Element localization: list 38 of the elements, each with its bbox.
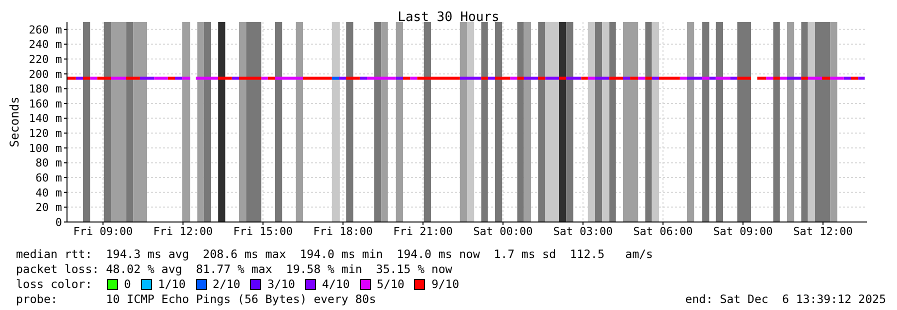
legend-label: 0 [124, 277, 131, 292]
y-tick-label: 100 m [28, 142, 62, 155]
text: probe: 10 ICMP Echo Pings (56 Bytes) every 80s [16, 292, 376, 307]
y-tick-label: 120 m [28, 127, 62, 140]
legend-label: 9/10 [431, 277, 460, 292]
y-tick-label: 220 m [28, 52, 62, 66]
y-tick-label: 180 m [28, 82, 62, 96]
legend-label: 4/10 [322, 277, 350, 292]
text: end: Sat Dec 6 13:39:12 2025 [685, 292, 886, 307]
y-tick-label: 40 m [36, 186, 62, 200]
y-tick-label: 60 m [36, 171, 62, 184]
y-tick-label: 160 m [28, 97, 62, 110]
text: packet loss: 48.02 % avg 81.77 % max 19.58 % min 35.15 % now [16, 262, 454, 277]
x-tick-label: Fri 15:00 [233, 224, 293, 238]
x-tick-label: Fri 09:00 [73, 224, 133, 238]
legend-title: loss color: [16, 277, 94, 292]
y-tick-label: 0 [55, 216, 62, 229]
x-tick-label: Sat 12:00 [793, 224, 853, 238]
x-tick-label: Sat 00:00 [473, 224, 533, 238]
text: median rtt: 194.3 ms avg 208.6 ms max 194.0 ms min 194.0 ms now 1.7 ms sd 112.5 am/s [16, 247, 654, 262]
chart-title: Last 30 Hours [396, 10, 500, 25]
y-tick-label: 140 m [28, 112, 62, 126]
y-tick-label: 240 m [28, 38, 62, 52]
x-tick-label: Sat 06:00 [633, 224, 693, 238]
x-tick-label: Fri 21:00 [393, 224, 453, 238]
y-axis-title: Seconds [7, 96, 22, 148]
x-tick-label: Sat 09:00 [713, 224, 773, 238]
y-tick-label: 260 m [28, 23, 62, 36]
x-tick-label: Sat 03:00 [553, 224, 613, 238]
legend-label: 2/10 [212, 277, 240, 292]
y-tick-label: 80 m [36, 156, 62, 170]
x-tick-label: Fri 12:00 [153, 224, 213, 238]
x-tick-label: Fri 18:00 [313, 224, 373, 238]
y-tick-label: 200 m [28, 68, 62, 81]
legend-label: 1/10 [158, 277, 186, 292]
legend-label: 3/10 [267, 277, 296, 292]
y-tick-label: 20 m [36, 201, 62, 214]
legend-label: 5/10 [376, 277, 404, 292]
